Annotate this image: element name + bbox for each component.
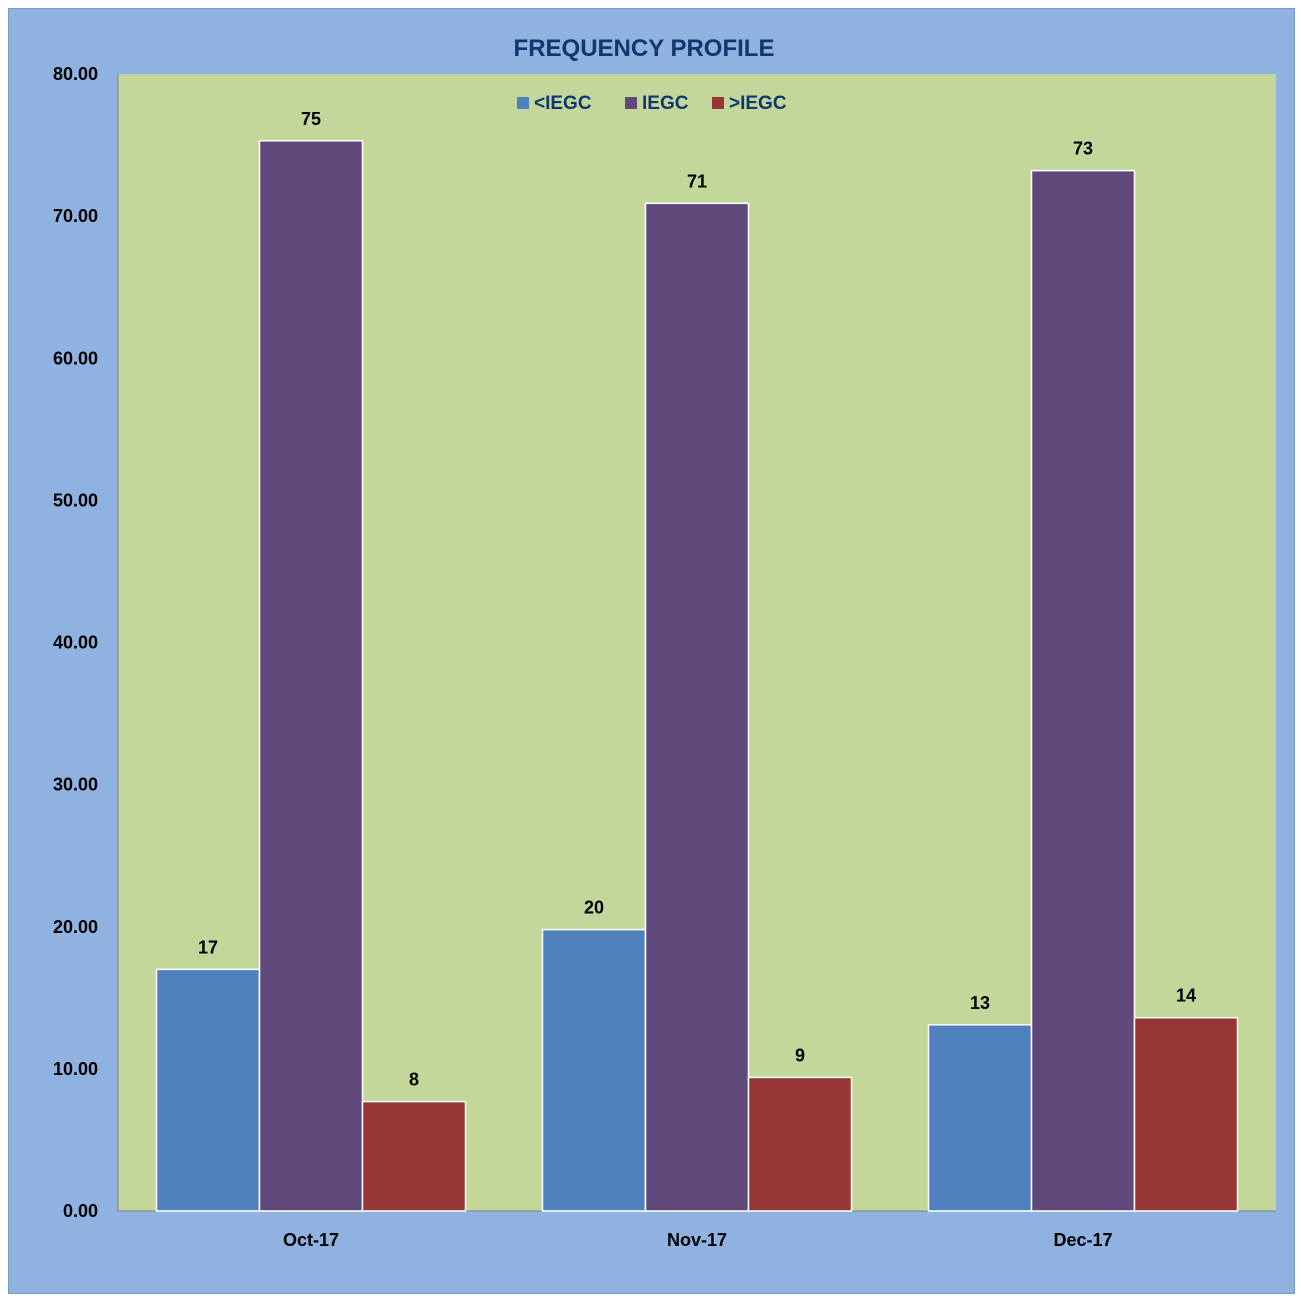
legend-label: <IEGC	[534, 93, 592, 114]
y-tick-label: 0.00	[63, 1201, 98, 1221]
y-tick-label: 40.00	[53, 633, 98, 653]
bar	[361, 1100, 467, 1212]
y-tick-label: 70.00	[53, 206, 98, 226]
legend-swatch	[517, 97, 529, 109]
y-tick-label: 50.00	[53, 490, 98, 510]
y-tick-label: 30.00	[53, 775, 98, 795]
y-axis: 0.00 10.00 20.00 30.00 40.00 50.00 60.00 70.00 8…	[53, 64, 119, 1221]
bar	[1030, 169, 1136, 1212]
x-category-label: Nov-17	[667, 1230, 727, 1250]
data-label: 8	[409, 1070, 419, 1090]
bar	[155, 968, 261, 1212]
x-category-label: Dec-17	[1053, 1230, 1112, 1250]
bar	[644, 202, 750, 1212]
data-label: 13	[970, 993, 990, 1013]
legend-swatch	[625, 97, 637, 109]
bar	[747, 1076, 853, 1212]
data-label: 20	[584, 898, 604, 918]
y-tick-label: 80.00	[53, 64, 98, 84]
legend: <IEGC IEGC >IEGC	[517, 93, 787, 114]
data-label: 9	[795, 1045, 805, 1065]
chart-title: FREQUENCY PROFILE	[514, 35, 775, 62]
bar	[541, 928, 647, 1212]
data-label: 75	[301, 109, 321, 129]
bars	[155, 140, 1239, 1212]
data-label: 14	[1176, 986, 1196, 1006]
y-tick-label: 60.00	[53, 348, 98, 368]
bar	[258, 140, 364, 1212]
legend-swatch	[712, 97, 724, 109]
y-tick-label: 20.00	[53, 917, 98, 937]
data-label: 71	[687, 171, 707, 191]
y-tick-label: 10.00	[53, 1059, 98, 1079]
bar	[927, 1024, 1033, 1212]
data-label: 73	[1073, 139, 1093, 159]
x-category-label: Oct-17	[283, 1230, 339, 1250]
bar	[1133, 1016, 1239, 1212]
legend-label: >IEGC	[729, 93, 787, 114]
x-axis: Oct-17 Nov-17 Dec-17	[118, 1210, 1276, 1250]
data-labels: 17 75 8 20 71 9 13 73 14	[198, 109, 1196, 1090]
data-label: 17	[198, 937, 218, 957]
legend-label: IEGC	[642, 93, 689, 114]
